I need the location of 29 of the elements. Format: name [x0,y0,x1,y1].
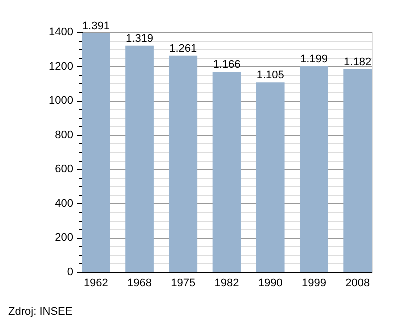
data-label: 1.166 [213,59,241,72]
bar [126,46,154,272]
bar [344,69,372,272]
data-label: 1.391 [82,20,110,33]
x-tick-label: 1962 [84,278,108,290]
x-tick-label: 1968 [128,278,152,290]
y-tick-label: 400 [55,198,74,210]
bar [256,82,285,272]
text: Zdroj: INSEE [8,306,73,318]
y-tick-label: 200 [55,232,74,244]
y-tick-label: 1200 [49,60,74,73]
bar [300,66,328,272]
x-tick-label: 1982 [214,278,240,290]
x-tick-label: 1975 [171,278,196,290]
x-tick-label: 2008 [346,278,370,290]
data-label: 1.261 [170,42,198,55]
x-tick-label: 1990 [258,278,283,290]
data-label: 1.319 [126,32,154,45]
data-label: 1.199 [300,53,328,66]
bar [212,72,242,272]
data-label: 1.105 [256,70,284,82]
data-label: 1.182 [344,56,372,68]
y-tick-label: 800 [55,129,74,142]
bar [169,56,198,272]
x-tick-label: 1999 [302,278,326,290]
y-tick-label: 1400 [49,26,74,38]
y-tick-label: 1000 [49,95,74,108]
y-tick-label: 0 [67,266,74,278]
y-tick-label: 600 [55,164,74,176]
